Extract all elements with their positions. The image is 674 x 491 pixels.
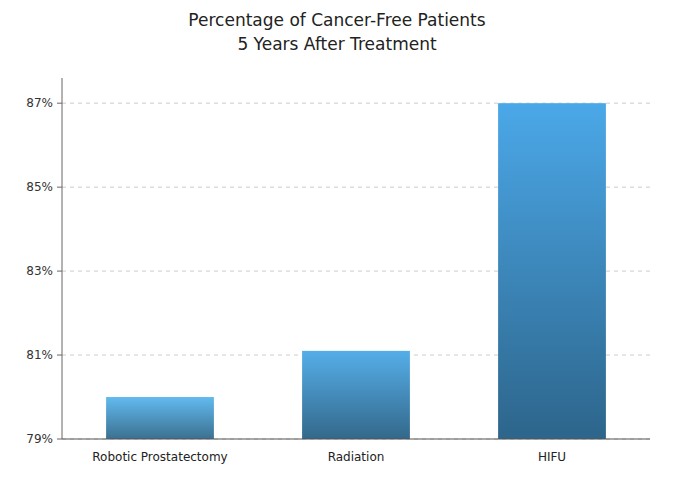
tick-label: 83%	[26, 264, 53, 278]
bar	[106, 397, 214, 439]
category-label: HIFU	[538, 450, 566, 464]
grid	[62, 103, 650, 439]
tick-mark	[57, 187, 62, 188]
chart-container: Percentage of Cancer-Free Patients5 Year…	[0, 0, 674, 491]
tick-label: 79%	[26, 432, 53, 446]
tick-mark	[57, 103, 62, 104]
bar	[302, 351, 410, 439]
bars	[106, 103, 606, 439]
tick-label: 87%	[26, 96, 53, 110]
tick-mark	[57, 355, 62, 356]
tick-mark	[57, 439, 62, 440]
bar	[498, 103, 606, 439]
category-label: Robotic Prostatectomy	[92, 450, 227, 464]
category-label: Radiation	[328, 450, 385, 464]
y-axis-line	[62, 78, 63, 439]
tick-label: 81%	[26, 348, 53, 362]
tick-mark	[57, 271, 62, 272]
grid-line	[62, 439, 650, 440]
x-ticks: Robotic Prostatectomy Radiation HIFU	[92, 450, 566, 464]
tick-label: 85%	[26, 180, 53, 194]
x-axis-line	[62, 438, 650, 439]
title: Percentage of Cancer-Free Patients5 Year…	[188, 10, 485, 54]
y-ticks: 79% 81% 83% 85% 87%	[26, 96, 62, 446]
chart-svg: Percentage of Cancer-Free Patients5 Year…	[0, 0, 674, 491]
